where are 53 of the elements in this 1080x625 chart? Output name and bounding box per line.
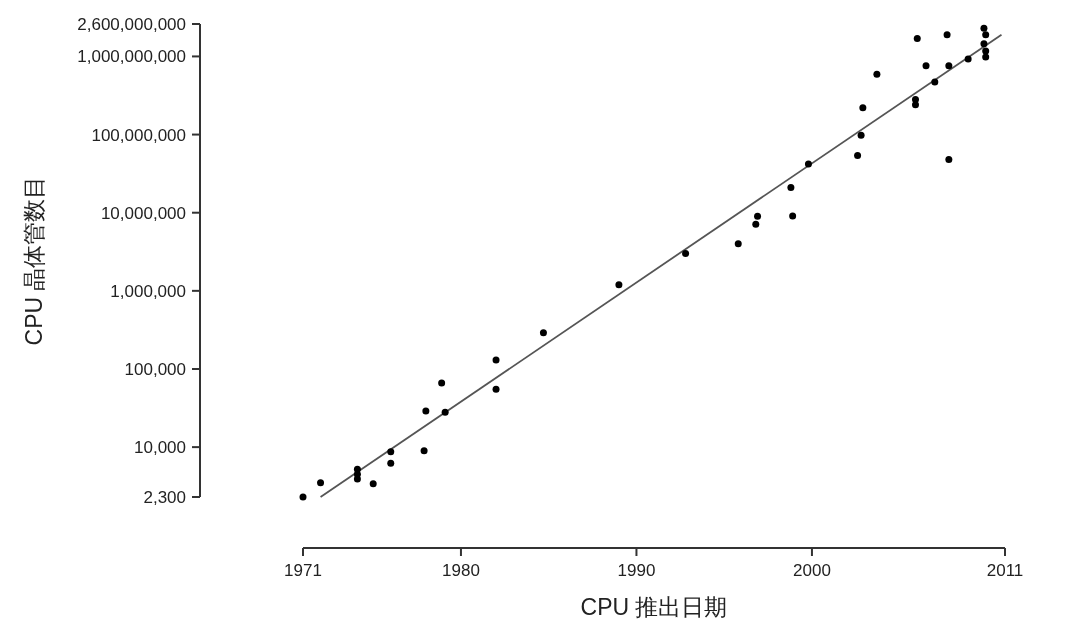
point: [980, 24, 988, 32]
point: [804, 160, 812, 168]
point: [982, 53, 990, 61]
x-tick-label: 1990: [617, 561, 656, 580]
point: [754, 212, 762, 220]
point: [734, 240, 742, 248]
point: [438, 379, 446, 387]
point: [492, 385, 500, 393]
point: [752, 220, 760, 228]
point: [943, 31, 951, 39]
point: [787, 184, 795, 192]
point: [317, 479, 325, 487]
point: [945, 155, 953, 163]
point: [369, 480, 377, 488]
point: [682, 250, 690, 258]
point: [982, 31, 990, 39]
y-axis-title: CPU 晶体管数目: [21, 175, 47, 346]
point: [615, 281, 623, 289]
y-tick-label: 100,000,000: [91, 125, 186, 145]
y-tick-label: 100,000: [124, 359, 186, 379]
x-tick-label: 2011: [986, 561, 1024, 580]
point: [873, 70, 881, 78]
y-tick-label: 1,000,000: [110, 281, 186, 301]
point: [299, 493, 307, 501]
point: [387, 459, 395, 467]
point: [420, 447, 428, 455]
point: [922, 62, 930, 70]
point: [945, 62, 953, 70]
y-tick-label: 2,300: [143, 488, 186, 507]
point: [931, 78, 939, 86]
point: [857, 131, 865, 139]
y-tick-label: 10,000,000: [100, 203, 186, 223]
y-tick-label: 1,000,000,000: [77, 47, 186, 67]
x-tick-label: 1971: [284, 561, 322, 580]
point: [859, 104, 867, 112]
point: [539, 329, 547, 337]
point: [980, 40, 988, 48]
point: [912, 101, 919, 109]
point: [982, 47, 990, 55]
point: [964, 55, 972, 63]
y-tick-label: 10,000: [134, 438, 186, 458]
point: [854, 151, 862, 159]
point: [492, 356, 500, 364]
y-tick-label: 2,600,000,000: [77, 15, 186, 34]
point: [441, 408, 449, 416]
x-tick-label: 2000: [793, 561, 831, 580]
x-tick-label: 1980: [442, 561, 480, 580]
point: [387, 448, 395, 456]
point: [913, 34, 921, 42]
point: [353, 475, 361, 483]
x-axis-title: CPU 推出日期: [580, 594, 728, 620]
point: [789, 212, 797, 220]
point: [422, 407, 430, 415]
